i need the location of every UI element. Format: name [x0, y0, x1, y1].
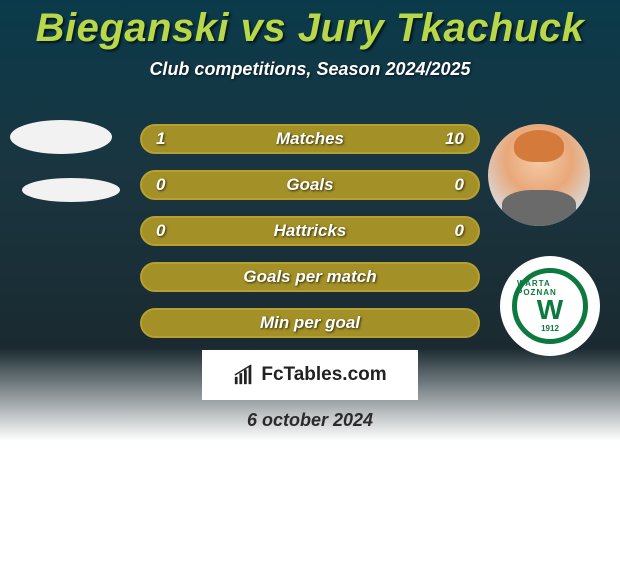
- stat-label: Matches: [276, 129, 344, 149]
- stat-row: 0 Goals 0: [140, 170, 480, 200]
- player2-club-crest: WARTA POZNAN W 1912: [500, 256, 600, 356]
- stat-row: Goals per match: [140, 262, 480, 292]
- chart-icon: [233, 364, 255, 386]
- stat-label: Hattricks: [274, 221, 347, 241]
- stat-row: 1 Matches 10: [140, 124, 480, 154]
- stat-right-value: 10: [445, 129, 464, 149]
- crest-center-letter: W: [537, 299, 563, 321]
- footer-brand-text: FcTables.com: [261, 364, 386, 386]
- crest-top-text: WARTA POZNAN: [517, 279, 583, 297]
- stat-left-value: 1: [156, 129, 165, 149]
- player2-avatar: [488, 124, 590, 226]
- stat-label: Goals per match: [243, 267, 376, 287]
- page-subtitle: Club competitions, Season 2024/2025: [0, 59, 620, 80]
- stat-right-value: 0: [455, 175, 464, 195]
- player1-club-placeholder: [22, 178, 120, 202]
- stat-label: Goals: [286, 175, 333, 195]
- stats-container: 1 Matches 10 0 Goals 0 0 Hattricks 0 Goals per ma…: [140, 124, 480, 354]
- player1-avatar-placeholder: [10, 120, 112, 154]
- page-title: Bieganski vs Jury Tkachuck: [0, 0, 620, 51]
- footer-date: 6 october 2024: [0, 410, 620, 431]
- stat-label: Min per goal: [260, 313, 360, 333]
- stat-row: 0 Hattricks 0: [140, 216, 480, 246]
- stat-row: Min per goal: [140, 308, 480, 338]
- stat-left-value: 0: [156, 175, 165, 195]
- crest-year: 1912: [541, 324, 559, 333]
- stat-right-value: 0: [455, 221, 464, 241]
- footer-brand-badge: FcTables.com: [202, 350, 418, 400]
- stat-left-value: 0: [156, 221, 165, 241]
